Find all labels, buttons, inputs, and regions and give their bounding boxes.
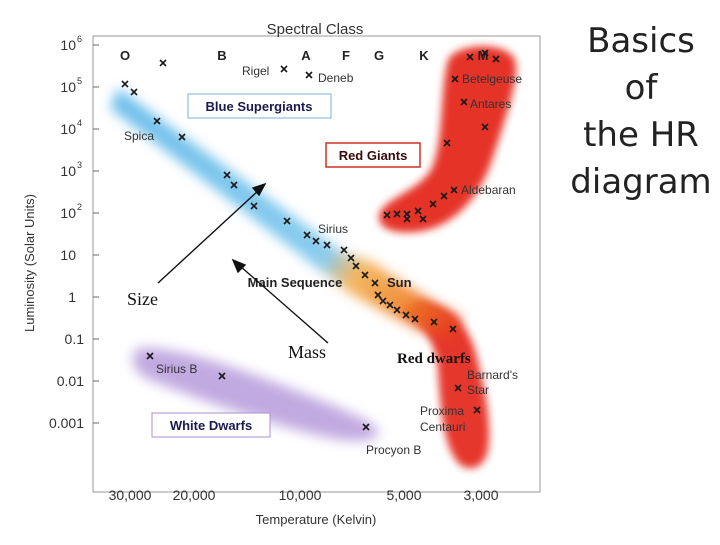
slide-title: Basics of the HR diagram bbox=[566, 18, 716, 206]
y-tick-1e4: 10 bbox=[60, 121, 76, 137]
y-tick-1e5: 10 bbox=[60, 79, 76, 95]
red-giants-region bbox=[379, 46, 517, 233]
spectral-class-k: K bbox=[419, 48, 429, 63]
y-tick-exp-2: 2 bbox=[77, 202, 82, 212]
slide-title-line-2: the HR bbox=[583, 115, 699, 155]
spectral-class-g: G bbox=[374, 48, 384, 63]
y-tick-1: 1 bbox=[68, 289, 76, 305]
star-label-barnards-2: Star bbox=[467, 383, 489, 397]
y-tick-exp-3: 3 bbox=[77, 160, 82, 170]
slide-title-line-3: diagram bbox=[570, 162, 712, 202]
x-tick-20000: 20,000 bbox=[173, 487, 216, 503]
spectral-class-a: A bbox=[301, 48, 311, 63]
y-tick-1e3: 10 bbox=[60, 163, 76, 179]
y-tick-0-01: 0.01 bbox=[57, 373, 84, 389]
white-dwarfs-label-box: White Dwarfs bbox=[151, 412, 271, 438]
x-tick-3000: 3,000 bbox=[463, 487, 498, 503]
y-tick-exp-4: 4 bbox=[77, 118, 82, 128]
y-tick-0-001: 0.001 bbox=[49, 415, 84, 431]
spectral-class-f: F bbox=[342, 48, 350, 63]
star-label-sirius-b: Sirius B bbox=[156, 362, 197, 376]
star-label-barnards-1: Barnard's bbox=[467, 368, 518, 382]
y-tick-10: 10 bbox=[60, 247, 76, 263]
white-dwarfs-label: White Dwarfs bbox=[170, 418, 252, 433]
star-markers bbox=[121, 49, 500, 431]
x-axis-label: Temperature (Kelvin) bbox=[256, 512, 377, 527]
x-ticks: 30,000 20,000 10,000 5,000 3,000 bbox=[109, 487, 499, 503]
x-tick-30000: 30,000 bbox=[109, 487, 152, 503]
mass-annotation: Mass bbox=[288, 342, 326, 362]
white-dwarf-band bbox=[132, 347, 379, 441]
main-sequence-band bbox=[110, 88, 462, 340]
x-tick-10000: 10,000 bbox=[279, 487, 322, 503]
blue-supergiants-label: Blue Supergiants bbox=[206, 99, 313, 114]
mass-arrow bbox=[231, 258, 329, 344]
y-ticks: 10 10 10 10 10 10 1 0.1 0.01 0.001 bbox=[49, 37, 84, 431]
y-tick-exp-6: 6 bbox=[77, 34, 82, 44]
y-tick-0-1: 0.1 bbox=[65, 331, 85, 347]
spectral-class-b: B bbox=[217, 48, 226, 63]
size-arrow bbox=[157, 182, 267, 284]
star-label-procyon-b: Procyon B bbox=[366, 443, 421, 457]
red-giants-label-box: Red Giants bbox=[325, 142, 421, 168]
star-label-aldebaran: Aldebaran bbox=[461, 183, 516, 197]
star-label-sun: Sun bbox=[387, 275, 412, 290]
red-dwarfs-annotation: Red dwarfs bbox=[397, 351, 471, 367]
y-axis-label: Luminosity (Solar Units) bbox=[22, 194, 37, 332]
blue-supergiants-label-box: Blue Supergiants bbox=[187, 93, 332, 119]
main-sequence-label: Main Sequence bbox=[248, 275, 343, 290]
star-label-proxima-2: Centauri bbox=[420, 420, 465, 434]
red-giants-label: Red Giants bbox=[339, 148, 408, 163]
spectral-class-o: O bbox=[120, 48, 130, 63]
slide-title-line-1: Basics of bbox=[587, 21, 695, 108]
size-annotation: Size bbox=[127, 289, 158, 309]
spectral-class-label: Spectral Class bbox=[267, 21, 364, 38]
star-label-antares: Antares bbox=[470, 97, 511, 111]
red-dwarf-tail bbox=[400, 300, 490, 469]
y-tick-1e6: 10 bbox=[60, 37, 76, 53]
star-label-rigel: Rigel bbox=[242, 64, 269, 78]
y-tick-exp-5: 5 bbox=[77, 76, 82, 86]
star-label-spica: Spica bbox=[124, 129, 154, 143]
star-label-betelgeuse: Betelgeuse bbox=[462, 72, 522, 86]
x-tick-5000: 5,000 bbox=[386, 487, 421, 503]
star-label-sirius: Sirius bbox=[318, 222, 348, 236]
star-label-deneb: Deneb bbox=[318, 71, 354, 85]
star-label-proxima-1: Proxima bbox=[420, 404, 464, 418]
y-tick-1e2: 10 bbox=[60, 205, 76, 221]
